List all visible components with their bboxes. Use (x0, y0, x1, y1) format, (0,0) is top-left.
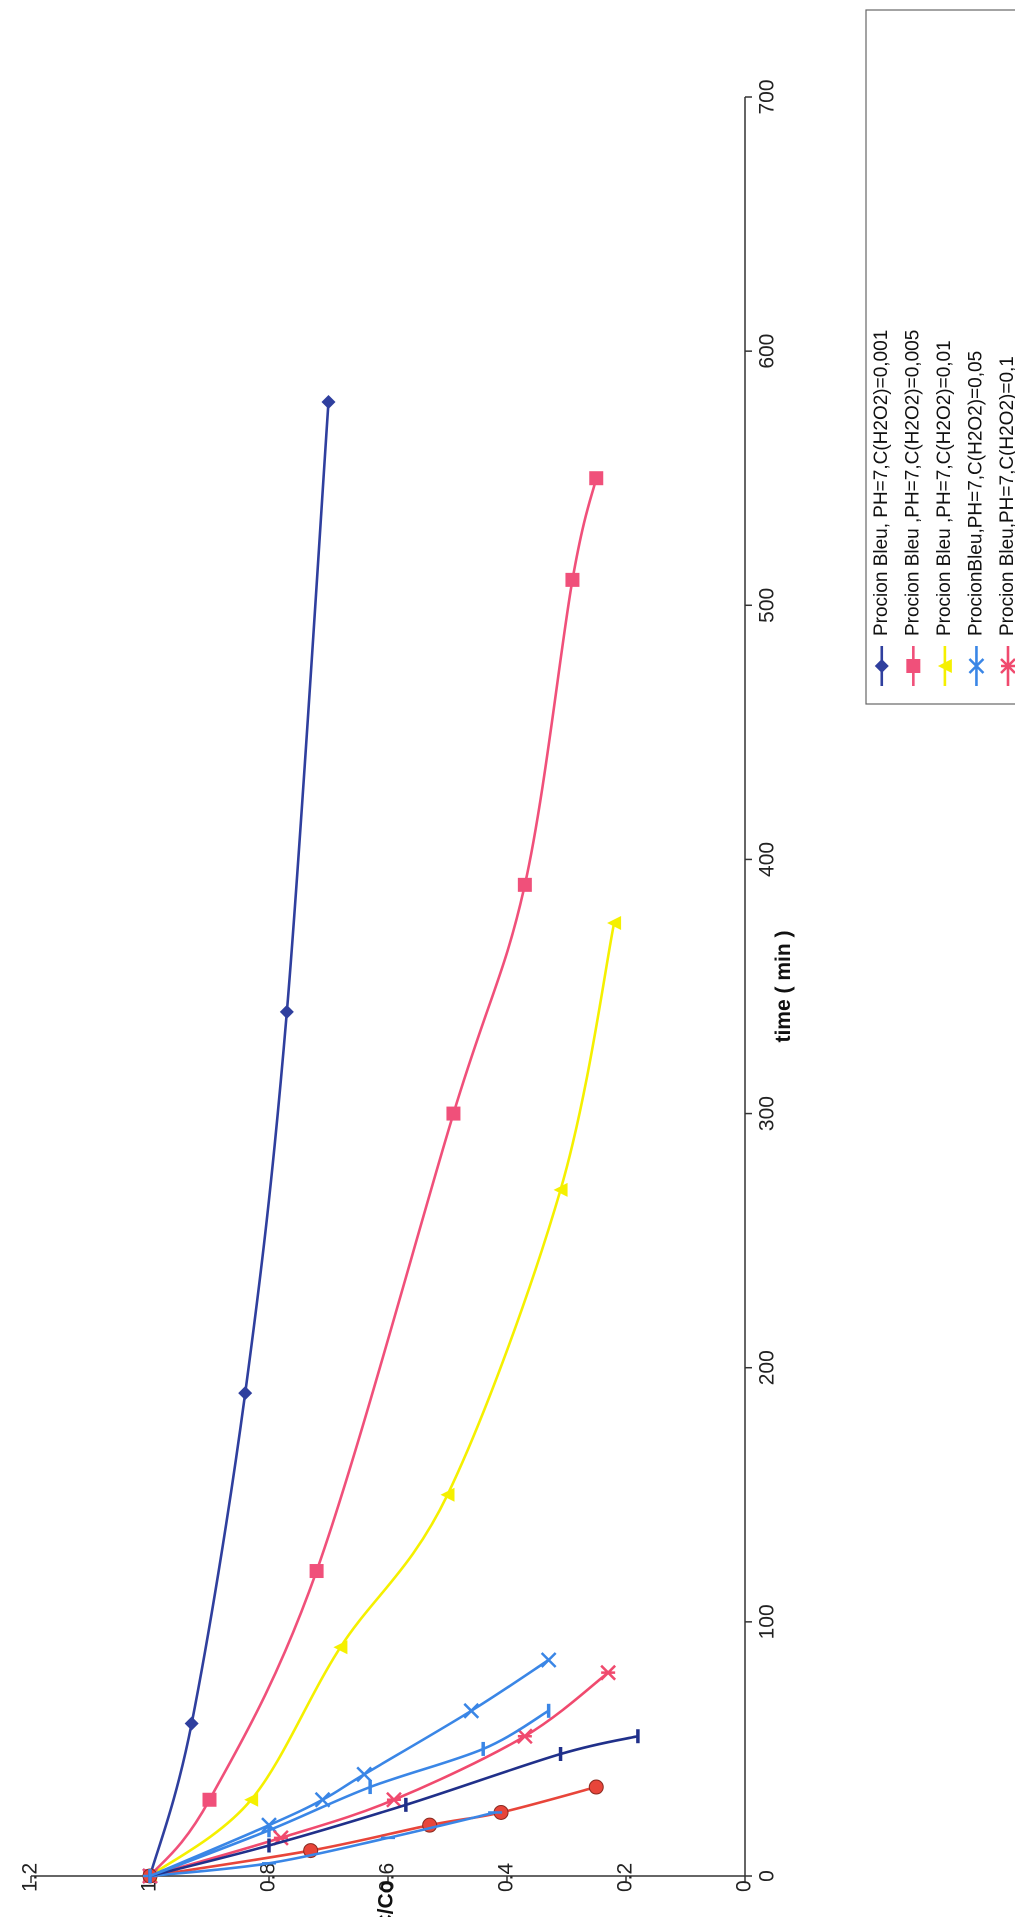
series-line (149, 1811, 496, 1878)
series-group (142, 394, 640, 1884)
data-point (446, 1106, 461, 1121)
legend-label: Procion Bleu, PH=7,C(H2O2)=0,001 (871, 330, 892, 636)
data-point (386, 1791, 402, 1808)
series-8 (148, 1729, 640, 1883)
data-point (463, 1702, 480, 1719)
y-tick-label: 0.4 (495, 1862, 518, 1892)
x-tick-label: 700 (755, 79, 778, 114)
legend-label: Procion Bleu,PH=7,C(H2O2)=0,1 (997, 356, 1015, 636)
series-2 (143, 471, 604, 1883)
x-tick-label: 0 (755, 1870, 778, 1882)
series-3 (143, 915, 622, 1883)
legend-marker (968, 658, 985, 674)
x-tick-label: 100 (755, 1604, 778, 1639)
x-tick-label: 300 (755, 1096, 778, 1131)
data-point (321, 394, 336, 409)
legend-marker (1000, 658, 1015, 674)
series-4 (142, 1652, 557, 1884)
data-point (202, 1792, 217, 1807)
data-point (184, 1716, 199, 1731)
series-5 (142, 1664, 617, 1884)
series-line (148, 401, 330, 1877)
legend-item: Procion Bleu ,PH=7,C(H2O2)=0,01 (934, 340, 955, 686)
series-line (149, 1785, 597, 1878)
legend-label: Procion Bleu ,PH=7,C(H2O2)=0,01 (934, 340, 955, 636)
y-tick-label: 1 (138, 1880, 161, 1892)
data-point (244, 1792, 259, 1807)
y-tick-label: 0 (733, 1880, 756, 1892)
legend-label: ProcionBleu,PH=7,C(H2O2)=0,05 (965, 351, 986, 636)
data-point (309, 1564, 324, 1579)
legend-box (865, 9, 1015, 705)
y-tick-label: 0.8 (257, 1863, 280, 1892)
x-tick-label: 200 (755, 1350, 778, 1385)
series-9 (148, 1703, 551, 1883)
data-point (589, 471, 604, 486)
x-ticks: 0 100 200 300 400 500 600 700 (745, 79, 778, 1882)
legend: Procion Bleu, PH=7,C(H2O2)=0,001 Procion … (865, 9, 1015, 705)
series-line (149, 922, 616, 1878)
legend-item: Procion Bleu, PH=7,C(H2O2)=0,001 (871, 330, 892, 686)
x-axis-title: time ( min ) (772, 930, 795, 1042)
legend-item: Procion Bleu ,PH=7,C(H2O2)=0,005 (902, 330, 923, 686)
legend-item: Procion Bleu,PH=7,C(H2O2)=0,1 (997, 356, 1015, 686)
data-point (588, 1779, 604, 1795)
x-tick-label: 500 (755, 588, 778, 623)
series-1 (143, 394, 336, 1883)
legend-marker (906, 659, 921, 673)
y-ticks: 0 0.2 0.4 0.6 0.8 1 1.2 (19, 1862, 756, 1892)
data-point (540, 1652, 557, 1668)
y-tick-label: 1.2 (19, 1863, 42, 1892)
plot-area: 0 100 200 300 400 500 600 700 0 0.2 0.4 0.6 0.8 1 1.2 (19, 79, 779, 1892)
y-tick-label: 0.6 (376, 1863, 399, 1892)
data-point (279, 1004, 294, 1019)
y-tick-label: 0.2 (614, 1863, 637, 1892)
y-axis-title: C/Co (375, 1881, 398, 1917)
legend-items: Procion Bleu, PH=7,C(H2O2)=0,001 Procion … (871, 330, 1015, 686)
data-point (238, 1386, 253, 1401)
x-tick-label: 400 (755, 842, 778, 877)
legend-item: ProcionBleu,PH=7,C(H2O2)=0,05 (965, 351, 986, 686)
legend-marker (874, 659, 889, 673)
data-point (600, 1664, 617, 1681)
data-point (565, 572, 580, 587)
data-point (553, 1182, 568, 1197)
data-point (607, 915, 622, 930)
series-line (148, 477, 598, 1877)
data-point (440, 1487, 455, 1502)
data-point (333, 1640, 348, 1655)
legend-marker (937, 659, 952, 673)
data-point (516, 1728, 533, 1745)
series-line (149, 1709, 550, 1878)
x-tick-label: 600 (755, 334, 778, 369)
legend-label: Procion Bleu ,PH=7,C(H2O2)=0,005 (902, 330, 923, 636)
data-point (517, 877, 532, 892)
data-point (356, 1766, 373, 1783)
series-line (149, 1658, 550, 1878)
